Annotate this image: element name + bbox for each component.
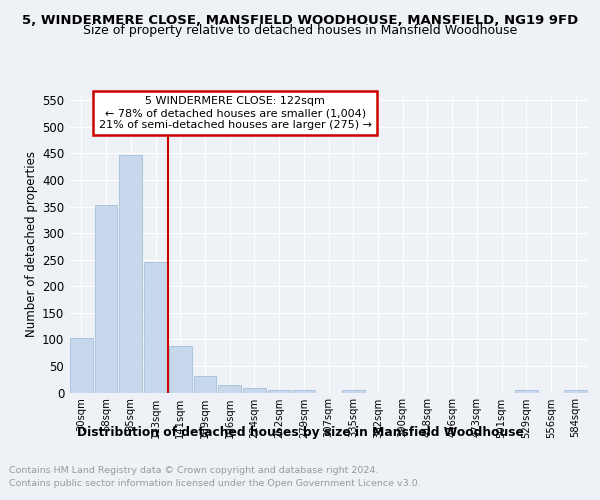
Bar (70, 338, 93, 392)
Bar (169, 346, 191, 393)
Bar (119, 155, 142, 392)
Bar (144, 262, 167, 392)
Bar (564, 390, 587, 392)
Text: Size of property relative to detached houses in Mansfield Woodhouse: Size of property relative to detached ho… (83, 24, 517, 37)
Bar (292, 390, 315, 392)
Y-axis label: Number of detached properties: Number of detached properties (25, 151, 38, 337)
Text: 5, WINDERMERE CLOSE, MANSFIELD WOODHOUSE, MANSFIELD, NG19 9FD: 5, WINDERMERE CLOSE, MANSFIELD WOODHOUSE… (22, 14, 578, 27)
Bar (194, 376, 216, 392)
Bar (243, 388, 266, 392)
Text: Contains public sector information licensed under the Open Government Licence v3: Contains public sector information licen… (9, 479, 421, 488)
Text: Distribution of detached houses by size in Mansfield Woodhouse: Distribution of detached houses by size … (77, 426, 523, 439)
Bar (95, 205, 118, 392)
Bar (268, 390, 290, 392)
Text: 5 WINDERMERE CLOSE: 122sqm
← 78% of detached houses are smaller (1,004)
21% of s: 5 WINDERMERE CLOSE: 122sqm ← 78% of deta… (98, 96, 371, 130)
Bar (515, 390, 538, 392)
Text: Contains HM Land Registry data © Crown copyright and database right 2024.: Contains HM Land Registry data © Crown c… (9, 466, 379, 475)
Bar (342, 390, 365, 392)
Bar (218, 385, 241, 392)
